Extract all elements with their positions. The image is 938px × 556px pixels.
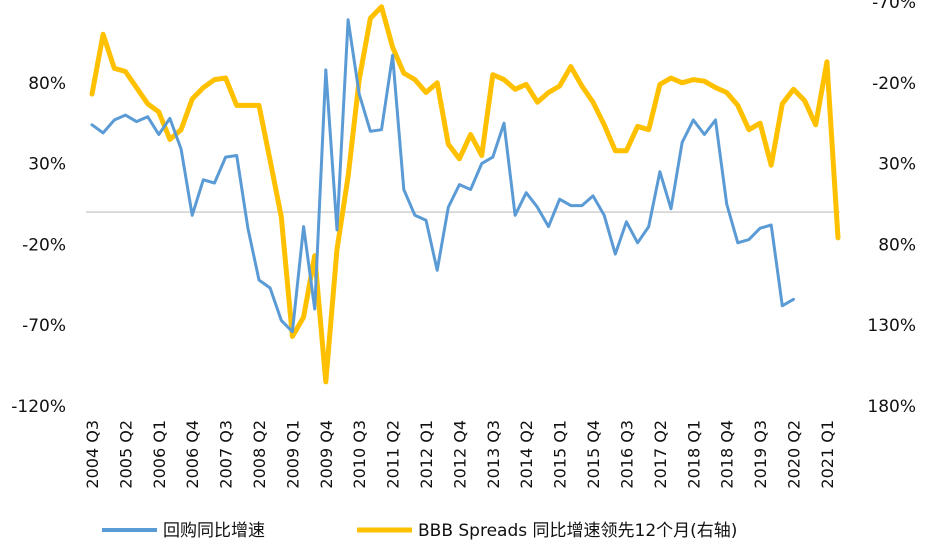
series-lines xyxy=(89,4,841,385)
right-tick-label: 130% xyxy=(867,316,916,336)
x-tick-label: 2009 Q4 xyxy=(317,420,336,489)
x-tick-label: 2008 Q2 xyxy=(250,420,269,489)
x-tick-label: 2018 Q1 xyxy=(684,420,703,489)
right-tick-label: 180% xyxy=(867,397,916,417)
right-tick-label: 80% xyxy=(878,235,916,255)
right-tick-label: -70% xyxy=(872,0,916,13)
x-tick-label: 2012 Q4 xyxy=(450,420,469,489)
x-tick-label: 2004 Q3 xyxy=(83,420,102,489)
right-tick-label: -20% xyxy=(872,74,916,94)
right-tick-label: 30% xyxy=(878,155,916,175)
legend: 回购同比增速 BBB Spreads 同比增速领先12个月(右轴) xyxy=(102,521,737,541)
x-tick-label: 2012 Q1 xyxy=(417,420,436,489)
right-axis-ticks: -70% -20% 30% 80% 130% 180% xyxy=(867,0,916,417)
x-tick-label: 2021 Q1 xyxy=(818,420,837,489)
x-tick-label: 2015 Q4 xyxy=(584,420,603,489)
left-tick-label: -20% xyxy=(22,235,66,255)
x-tick-label: 2007 Q3 xyxy=(217,420,236,489)
left-tick-label: 30% xyxy=(28,155,66,175)
x-tick-label: 2011 Q2 xyxy=(384,420,403,489)
x-tick-label: 2014 Q2 xyxy=(517,420,536,489)
x-tick-label: 2016 Q3 xyxy=(617,420,636,489)
left-tick-label: 80% xyxy=(28,74,66,94)
x-tick-label: 2019 Q3 xyxy=(751,420,770,489)
left-tick-label: -70% xyxy=(22,316,66,336)
series-line-2 xyxy=(89,4,841,385)
x-tick-label: 2015 Q1 xyxy=(551,420,570,489)
x-tick-label: 2020 Q2 xyxy=(785,420,804,489)
x-tick-label: 2013 Q3 xyxy=(484,420,503,489)
x-axis-ticks: 2004 Q3 2005 Q2 2006 Q1 2006 Q4 2007 Q3 2008 … xyxy=(83,420,837,489)
x-tick-label: 2009 Q1 xyxy=(283,420,302,489)
x-tick-label: 2017 Q2 xyxy=(651,420,670,489)
series-line-1 xyxy=(90,18,795,334)
x-tick-label: 2006 Q4 xyxy=(183,420,202,489)
left-tick-label: -120% xyxy=(11,397,66,417)
x-tick-label: 2018 Q4 xyxy=(718,420,737,489)
legend-label-series-2: BBB Spreads 同比增速领先12个月(右轴) xyxy=(418,521,737,541)
legend-label-series-1: 回购同比增速 xyxy=(163,521,265,541)
x-tick-label: 2005 Q2 xyxy=(116,420,135,489)
x-tick-label: 2006 Q1 xyxy=(150,420,169,489)
x-tick-label: 2010 Q3 xyxy=(350,420,369,489)
left-axis-ticks: 80% 30% -20% -70% -120% xyxy=(11,74,66,417)
